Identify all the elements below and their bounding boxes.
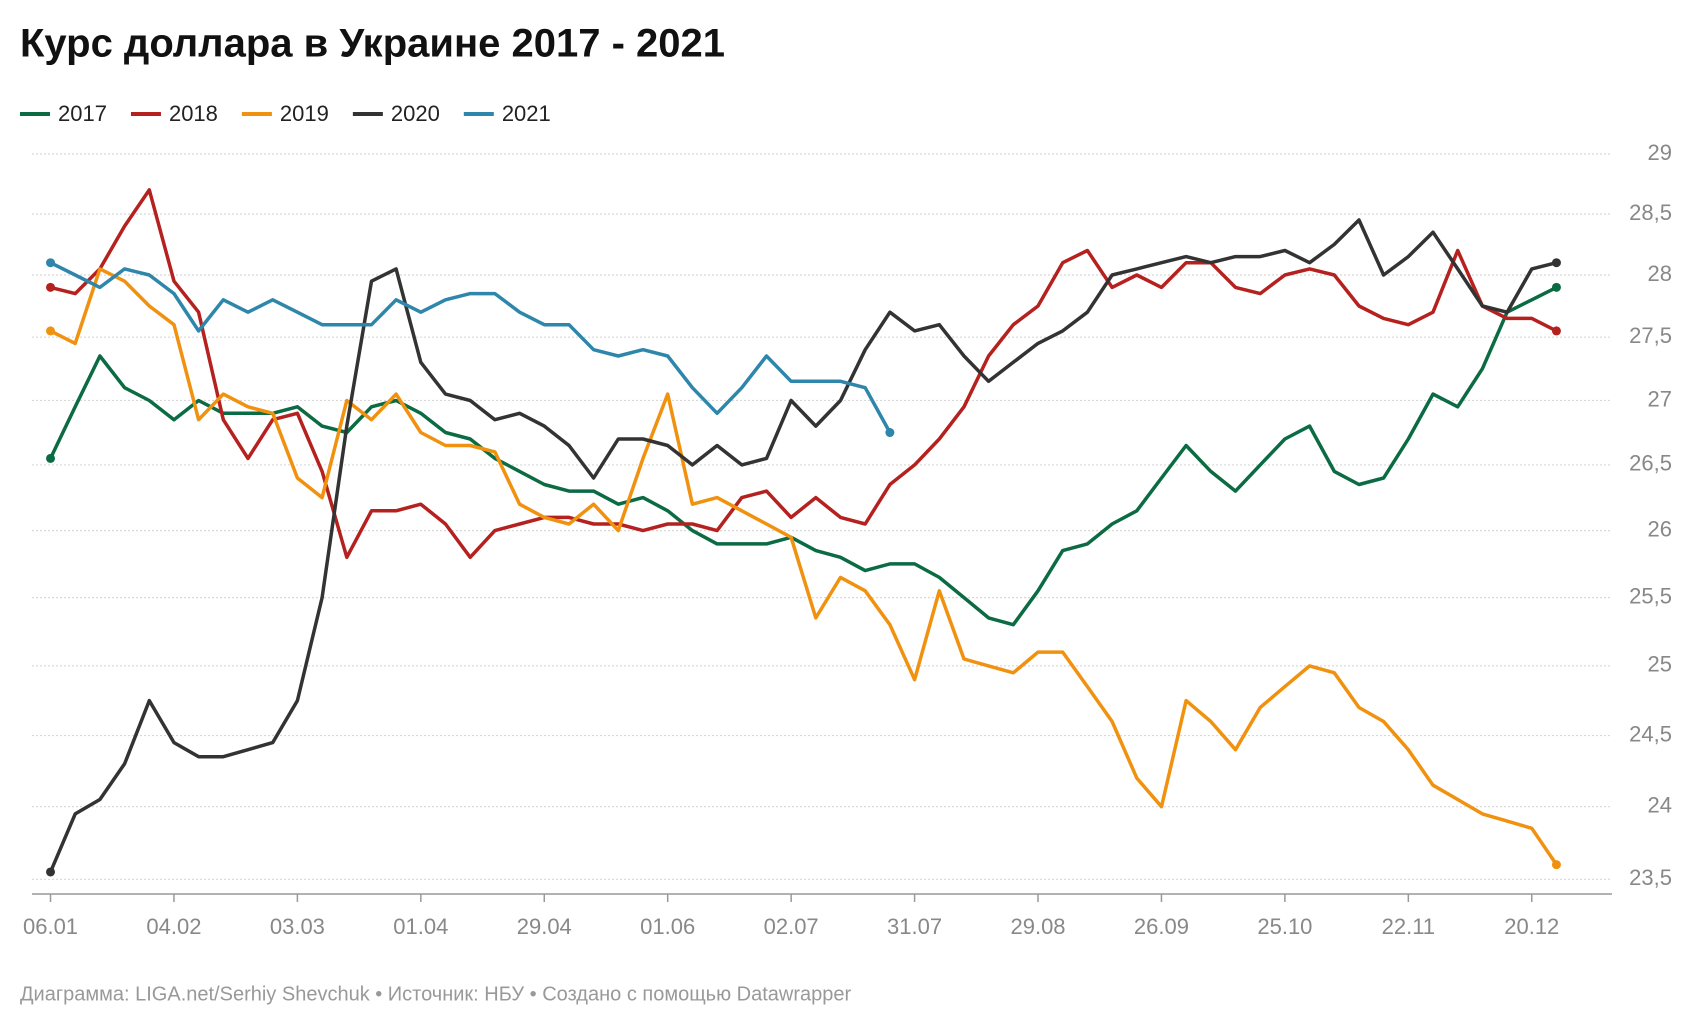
legend-label: 2018 — [169, 101, 218, 126]
x-tick-label: 29.08 — [1010, 914, 1065, 939]
y-tick-label: 26,5 — [1629, 451, 1672, 476]
end-point — [1551, 282, 1561, 292]
x-tick-label: 04.02 — [146, 914, 201, 939]
y-tick-label: 25 — [1648, 652, 1672, 677]
end-point — [46, 282, 56, 292]
y-tick-label: 27 — [1648, 386, 1672, 411]
series-line — [49, 267, 1558, 866]
source-note: Диаграмма: LIGA.net/Serhiy Shevchuk • Ис… — [20, 983, 851, 1005]
end-point — [1551, 258, 1561, 268]
series-line — [50, 188, 1558, 560]
end-point — [46, 326, 56, 336]
x-tick-label: 02.07 — [764, 914, 819, 939]
x-tick-label: 29.04 — [517, 914, 572, 939]
end-point — [46, 453, 56, 463]
end-point — [1551, 326, 1561, 336]
legend-label: 2019 — [280, 101, 329, 126]
y-tick-label: 26 — [1648, 516, 1672, 541]
series-line — [49, 261, 892, 434]
y-tick-label: 23,5 — [1629, 865, 1672, 890]
chart-title: Курс доллара в Украине 2017 - 2021 — [20, 22, 725, 66]
x-tick-label: 22.11 — [1382, 914, 1435, 939]
end-point — [1551, 860, 1561, 870]
y-tick-label: 28,5 — [1629, 200, 1672, 225]
y-tick-label: 29 — [1648, 140, 1672, 165]
y-tick-label: 24,5 — [1629, 721, 1672, 746]
x-tick-label: 25.10 — [1257, 914, 1312, 939]
y-tick-label: 24 — [1648, 792, 1672, 817]
legend-label: 2020 — [391, 101, 440, 126]
y-tick-label: 28 — [1648, 261, 1672, 286]
legend-label: 2017 — [58, 101, 107, 126]
x-tick-label: 26.09 — [1134, 914, 1189, 939]
x-tick-label: 06.01 — [23, 914, 78, 939]
y-tick-label: 27,5 — [1629, 323, 1672, 348]
end-point — [885, 428, 895, 438]
x-tick-label: 01.06 — [640, 914, 695, 939]
x-tick-label: 01.04 — [393, 914, 448, 939]
legend-label: 2021 — [502, 101, 551, 126]
end-point — [46, 258, 56, 268]
x-tick-label: 03.03 — [270, 914, 325, 939]
end-point — [46, 867, 56, 877]
y-tick-label: 25,5 — [1629, 583, 1672, 608]
series-line — [48, 285, 1558, 627]
series-line — [48, 218, 1557, 873]
x-tick-label: 20.12 — [1504, 914, 1559, 939]
x-tick-label: 31.07 — [887, 914, 942, 939]
